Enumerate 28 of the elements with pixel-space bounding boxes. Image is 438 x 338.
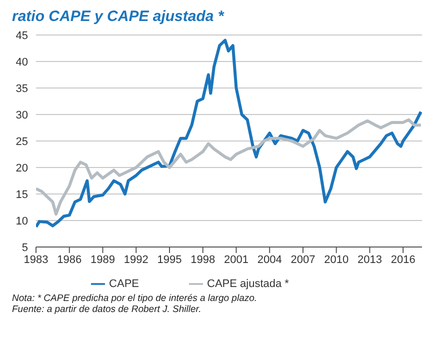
- legend-label: CAPE ajustada *: [207, 278, 289, 290]
- y-tick-label: 30: [16, 109, 28, 122]
- x-tick-label: 2004: [257, 254, 282, 266]
- source-note: Fuente: a partir de datos de Robert J. Shiller.: [12, 304, 202, 315]
- x-tick-label: 2010: [324, 254, 349, 266]
- y-tick-label: 45: [16, 30, 28, 42]
- x-tick-label: 1986: [57, 254, 82, 266]
- x-tick-label: 2013: [357, 254, 382, 266]
- x-tick-label: 1989: [90, 254, 115, 266]
- line-series: [36, 38, 422, 228]
- y-tick-label: 10: [16, 215, 28, 228]
- x-tick-label: 1995: [157, 254, 182, 266]
- text: Nota: * CAPE predicha por el tipo de interés a largo plazo.: [12, 293, 258, 304]
- y-tick-label: 20: [16, 162, 28, 174]
- y-tick-label: 25: [16, 136, 28, 148]
- x-tick-label: 2001: [224, 254, 248, 266]
- legend-label: CAPE: [109, 278, 140, 290]
- chart-title: ratio CAPE y CAPE ajustada *: [12, 8, 226, 25]
- y-tick-label: 5: [22, 242, 28, 254]
- y-tick-label: 15: [16, 188, 28, 201]
- x-tick-label: 1998: [190, 254, 216, 266]
- y-tick-label: 35: [16, 82, 28, 95]
- x-tick-label: 2007: [290, 254, 316, 266]
- line-series: [36, 118, 422, 216]
- y-tick-label: 40: [16, 56, 28, 68]
- x-tick-label: 1983: [24, 254, 48, 266]
- x-tick-label: 2016: [390, 254, 416, 266]
- x-tick-label: 1992: [124, 254, 148, 266]
